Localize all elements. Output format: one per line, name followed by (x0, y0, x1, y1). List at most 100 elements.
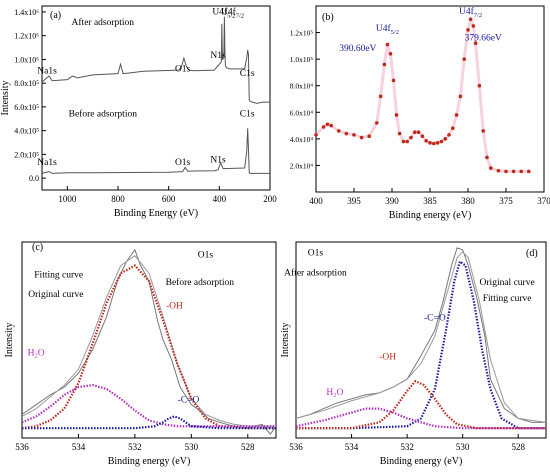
series-u4f-spectrum-point (432, 141, 436, 146)
series-u4f-spectrum-point (413, 130, 417, 135)
x-tick-label: 532 (128, 442, 142, 452)
annotation-label: Original curve (28, 290, 83, 300)
series-u4f-spectrum-point (385, 42, 390, 47)
plot-frame (295, 241, 547, 439)
series-original-curve (295, 247, 546, 423)
series-fitting-curve (21, 255, 276, 427)
annotation-label: H₂O (326, 388, 343, 398)
series-h-o (21, 383, 276, 428)
series-u4f-spectrum-point (477, 83, 482, 88)
x-tick-label: 385 (423, 196, 437, 206)
y-tick-label: 1.4x10⁶ (14, 8, 39, 17)
series-before-adsorption (41, 128, 270, 174)
series--oh (296, 379, 546, 430)
annotation-label: -C=O (178, 396, 200, 406)
annotation-label: U4f5/2 (376, 23, 399, 36)
annotation-subscript: 5/2 (391, 29, 399, 36)
series-u4f-spectrum-point (473, 41, 478, 45)
x-tick-label: 395 (347, 196, 361, 206)
annotation-label: 390.60eV (339, 44, 376, 54)
series-u4f-spectrum-point (466, 28, 470, 32)
annotation-label: Before adsorption (166, 277, 235, 288)
panel-label: (c) (32, 242, 43, 253)
series-u4f-spectrum-point (451, 126, 455, 131)
x-tick-label: 200 (263, 194, 277, 204)
annotation-label: Na1s (37, 67, 57, 77)
annotation-label: Fitting curve (34, 270, 83, 280)
x-tick-label: 1000 (58, 194, 77, 204)
series-u4f-spectrum-point (388, 52, 393, 56)
series-u4f-spectrum-point (496, 168, 501, 173)
y-tick-label: 1.0x10⁵ (290, 55, 314, 64)
series-u4f-spectrum-point (359, 135, 364, 140)
series-u4f-spectrum-point (321, 125, 326, 129)
series-u4f-spectrum-point (352, 133, 356, 137)
annotation-label: -OH (166, 302, 183, 312)
series-u4f-spectrum-point (435, 141, 440, 145)
series-u4f-spectrum-point (471, 24, 476, 28)
series-u4f-spectrum-point (325, 122, 330, 127)
series-u4f-spectrum-point (405, 139, 410, 144)
panel-label: (a) (50, 10, 61, 21)
x-tick-label: 380 (461, 196, 475, 206)
y-tick-label: 8.0x10⁵ (14, 79, 39, 88)
series-fitting-curve (295, 251, 547, 423)
series-u4f-spectrum-point (416, 130, 421, 135)
series-u4f-spectrum-point (439, 139, 444, 144)
x-tick-label: 528 (241, 442, 255, 452)
annotation-subscript: 5/2 (227, 12, 235, 19)
series-u4f-spectrum-point (519, 169, 523, 174)
annotation-label: After adsorption (72, 17, 135, 28)
x-tick-label: 532 (400, 442, 414, 452)
series-u4f-spectrum-point (378, 94, 383, 99)
panel-label: (d) (526, 248, 538, 259)
x-axis-label: Binding energy (eV) (380, 456, 463, 467)
series-after-adsorption (41, 16, 270, 104)
panel-1: 400 395 390 385 380 375 370 Binding energy (eV)… (290, 5, 550, 221)
series--c-o (22, 415, 276, 430)
y-tick-label: 2.0x10⁴ (290, 161, 314, 170)
series-u4f-spectrum-point (468, 17, 473, 22)
series-u4f-spectrum-point (401, 139, 406, 144)
series-u4f-spectrum-point (511, 169, 516, 174)
annotation-label: -C=O (424, 313, 446, 323)
x-tick-label: 390 (385, 196, 399, 206)
x-tick-label: 528 (511, 442, 525, 452)
series-u4f-spectrum-point (344, 131, 349, 136)
series-u4f-spectrum-point (337, 129, 341, 133)
series-u4f-spectrum-point (454, 113, 459, 117)
y-axis-label: Intensity (0, 81, 11, 116)
annotation-label: O1s (175, 64, 191, 74)
annotation-label: Original curve (480, 278, 535, 288)
annotation-label: Na1s (37, 158, 57, 168)
series-u4f-spectrum-point (504, 169, 508, 174)
series-u4f-spectrum-point (485, 155, 489, 160)
y-tick-label: 4.0x10⁵ (14, 127, 39, 136)
annotation-label: Before adsorption (69, 108, 138, 119)
series-u4f-spectrum-point (314, 133, 318, 137)
series-u4f-spectrum-point (391, 78, 396, 83)
plot-frame (315, 5, 545, 193)
panel-0: 1000 800 600 400 200 Binding Energy (eV) 0.0 2.… (0, 5, 277, 219)
x-tick-label: 534 (345, 442, 359, 452)
series-u4f-spectrum-point (527, 169, 531, 174)
y-tick-label: 1.2x10⁵ (290, 29, 314, 38)
annotation-label: 379.66eV (465, 34, 502, 44)
annotation-label: O1s (175, 158, 191, 168)
series-u4f-spectrum-point (394, 113, 399, 117)
panel-2: 536 534 532 530 528 Binding energy (eV) Intens… (4, 241, 277, 467)
annotation-label: After adsorption (284, 267, 347, 278)
annotation-label: C1s (240, 109, 255, 119)
series-u4f-spectrum-point (367, 134, 372, 138)
series--oh (21, 264, 276, 430)
plot-frame (41, 5, 271, 191)
x-tick-label: 534 (72, 442, 86, 452)
plot-frame (21, 241, 277, 439)
annotation-label: O1s (308, 249, 324, 259)
y-tick-label: 2.0x10⁵ (14, 150, 39, 159)
series-u4f-spectrum-point (424, 139, 429, 143)
panel-3: 536 534 532 530 528 Binding energy (eV) Intens… (280, 241, 547, 467)
x-tick-label: 400 (309, 196, 323, 206)
x-tick-label: 536 (289, 442, 303, 452)
